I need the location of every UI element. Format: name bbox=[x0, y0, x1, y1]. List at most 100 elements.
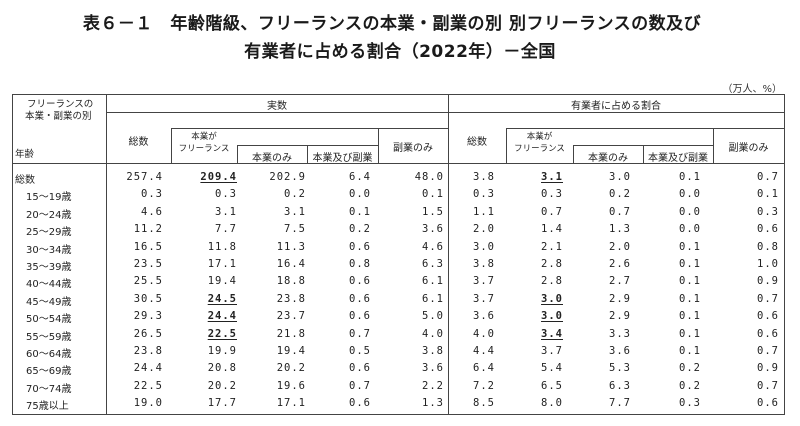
actual-cell: 11.3 bbox=[276, 240, 306, 253]
share-cell: 0.1 bbox=[679, 258, 701, 270]
share-col-header-total: 総数 bbox=[467, 137, 487, 148]
share-cell: 4.0 bbox=[473, 327, 495, 340]
row-label: 20～24歳 bbox=[26, 209, 72, 221]
actual-cell: 202.9 bbox=[269, 171, 306, 183]
actual-cell: 25.5 bbox=[133, 275, 163, 288]
divider bbox=[506, 128, 784, 129]
share-cell: 3.0 bbox=[541, 292, 563, 305]
share-cell: 7.7 bbox=[609, 397, 631, 410]
table-row: 55～59歳 26.5 22.5 21.8 0.7 4.0 4.0 3.4 3.3 0.1 0.6 bbox=[13, 328, 786, 345]
share-col-header-main-only: 本業のみ bbox=[588, 153, 628, 164]
actual-cell: 7.5 bbox=[284, 223, 306, 236]
share-cell: 3.0 bbox=[609, 171, 631, 183]
divider bbox=[643, 145, 644, 163]
actual-cell: 0.3 bbox=[215, 188, 237, 201]
share-cell: 0.1 bbox=[757, 188, 779, 201]
actual-cell: 18.8 bbox=[276, 275, 306, 288]
share-cell: 0.6 bbox=[757, 327, 779, 340]
share-cell: 2.1 bbox=[541, 240, 563, 253]
actual-cell: 1.5 bbox=[422, 205, 444, 218]
divider bbox=[171, 128, 172, 163]
share-cell: 0.1 bbox=[679, 292, 701, 305]
share-cell: 6.3 bbox=[609, 379, 631, 392]
row-label: 60～64歳 bbox=[26, 349, 72, 360]
actual-cell: 5.0 bbox=[422, 310, 444, 323]
corner-header-age: 年齢 bbox=[15, 149, 35, 160]
divider bbox=[106, 95, 107, 414]
row-label: 総数 bbox=[15, 175, 35, 186]
section-header-actual: 実数 bbox=[267, 101, 287, 112]
actual-cell: 3.8 bbox=[422, 345, 444, 357]
actual-cell: 6.1 bbox=[422, 275, 444, 288]
actual-cell: 2.2 bbox=[422, 379, 444, 392]
col-header-main-free-line2: フリーランス bbox=[178, 144, 230, 154]
table-row: 20～24歳 4.6 3.1 3.1 0.1 1.5 1.1 0.7 0.7 0.0 0.3 bbox=[13, 206, 786, 223]
actual-cell: 7.7 bbox=[215, 223, 237, 236]
row-label: 35～39歳 bbox=[26, 262, 72, 273]
share-cell: 5.4 bbox=[541, 362, 563, 375]
share-col-header-side-only: 副業のみ bbox=[728, 143, 769, 154]
actual-cell: 209.4 bbox=[200, 171, 237, 183]
share-cell: 2.0 bbox=[473, 223, 495, 236]
table-title-line2: 有業者に占める割合（2022年）－全国 bbox=[244, 42, 556, 62]
share-cell: 6.5 bbox=[541, 379, 563, 392]
col-header-main-and-side: 本業及び副業 bbox=[312, 153, 373, 164]
table-row: 60～64歳 23.8 19.9 19.4 0.5 3.8 4.4 3.7 3.6 0.1 0.7 bbox=[13, 345, 786, 362]
actual-cell: 20.2 bbox=[207, 379, 237, 392]
share-cell: 3.4 bbox=[541, 327, 563, 340]
share-cell: 0.7 bbox=[757, 292, 779, 305]
share-cell: 0.2 bbox=[679, 362, 701, 375]
share-cell: 0.2 bbox=[609, 188, 631, 201]
row-label: 65～69歳 bbox=[26, 366, 72, 378]
actual-cell: 20.8 bbox=[207, 362, 237, 375]
row-label: 50～54歳 bbox=[26, 314, 72, 326]
actual-cell: 6.4 bbox=[349, 171, 371, 183]
row-label: 55～59歳 bbox=[26, 331, 72, 343]
actual-cell: 0.5 bbox=[349, 345, 371, 357]
share-cell: 0.3 bbox=[679, 397, 701, 410]
actual-cell: 22.5 bbox=[133, 379, 163, 392]
share-cell: 3.7 bbox=[473, 292, 495, 305]
actual-cell: 19.9 bbox=[207, 345, 237, 357]
table-row: 75歳以上 19.0 17.7 17.1 0.6 1.3 8.5 8.0 7.7 0.3 0.6 bbox=[13, 397, 786, 414]
col-header-main-free-line1: 本業が bbox=[191, 132, 217, 142]
row-label: 45～49歳 bbox=[26, 296, 72, 308]
share-cell: 3.1 bbox=[541, 171, 563, 183]
actual-cell: 20.2 bbox=[276, 362, 306, 375]
actual-cell: 16.4 bbox=[276, 258, 306, 270]
divider bbox=[506, 128, 507, 163]
share-cell: 0.7 bbox=[757, 171, 779, 183]
share-cell: 1.1 bbox=[473, 205, 495, 218]
share-col-header-main-free-line1: 本業が bbox=[526, 132, 553, 142]
share-cell: 0.7 bbox=[757, 345, 779, 357]
actual-cell: 3.6 bbox=[422, 362, 444, 375]
divider bbox=[307, 145, 308, 163]
actual-cell: 0.8 bbox=[349, 258, 371, 270]
share-col-header-main-and-side: 本業及び副業 bbox=[648, 153, 708, 164]
row-label: 40～44歳 bbox=[26, 279, 72, 291]
share-cell: 6.4 bbox=[473, 362, 495, 375]
actual-cell: 23.7 bbox=[276, 310, 306, 323]
share-cell: 0.7 bbox=[609, 205, 631, 218]
share-cell: 0.1 bbox=[679, 327, 701, 340]
table-row: 15～19歳 0.3 0.3 0.2 0.0 0.1 0.3 0.3 0.2 0.0 0.1 bbox=[13, 188, 786, 205]
divider bbox=[378, 128, 379, 163]
actual-cell: 0.2 bbox=[349, 223, 371, 236]
col-header-total: 総数 bbox=[128, 137, 149, 148]
col-header-main-only: 本業のみ bbox=[252, 153, 292, 164]
actual-cell: 257.4 bbox=[126, 171, 163, 183]
share-cell: 8.5 bbox=[473, 397, 495, 410]
row-label: 25～29歳 bbox=[26, 227, 72, 239]
actual-cell: 6.1 bbox=[422, 292, 444, 305]
share-cell: 0.7 bbox=[757, 379, 779, 392]
actual-cell: 4.6 bbox=[422, 240, 444, 253]
share-cell: 3.6 bbox=[473, 310, 495, 323]
actual-cell: 30.5 bbox=[133, 292, 163, 305]
actual-cell: 19.4 bbox=[276, 345, 306, 357]
share-cell: 0.3 bbox=[473, 188, 495, 201]
share-cell: 0.9 bbox=[757, 362, 779, 375]
actual-cell: 48.0 bbox=[414, 171, 444, 183]
actual-cell: 3.1 bbox=[284, 205, 306, 218]
corner-header-top: フリーランスの bbox=[27, 99, 94, 110]
table-row: 45～49歳 30.5 24.5 23.8 0.6 6.1 3.7 3.0 2.9 0.1 0.7 bbox=[13, 293, 786, 310]
